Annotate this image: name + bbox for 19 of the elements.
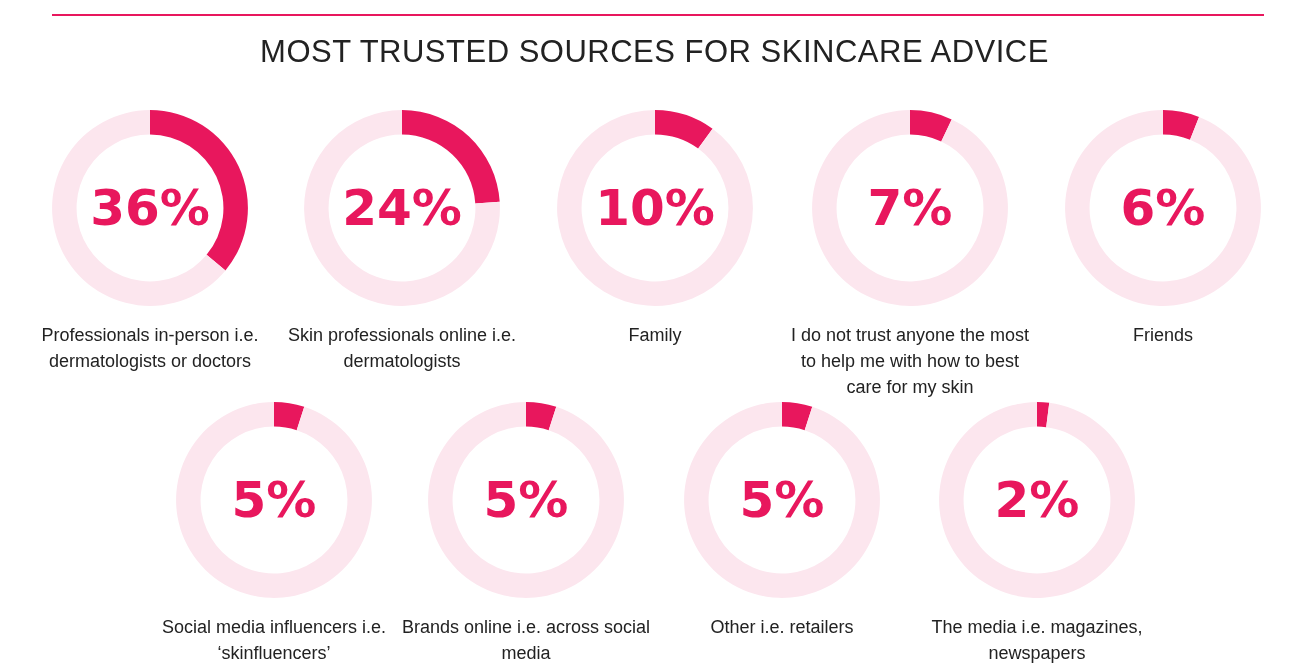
text: 10% [595, 179, 715, 237]
text: Family [627, 324, 683, 347]
text: 5% [739, 471, 825, 529]
text: 24% [342, 179, 462, 237]
text: 6% [1120, 179, 1206, 237]
text: I do not trust anyone the most to help me with how to best care for my skin [789, 324, 1031, 399]
text: Brands online i.e. across social media [401, 616, 651, 665]
text: Other i.e. retailers [709, 616, 855, 639]
text: 5% [231, 471, 317, 529]
text: Skin professionals online i.e. dermatologists [286, 324, 518, 373]
text: 5% [483, 471, 569, 529]
text: Professionals in-person i.e. dermatologists or doctors [40, 324, 260, 373]
text: 7% [867, 179, 953, 237]
text: 36% [90, 179, 210, 237]
text: Social media influencers i.e. ‘skinfluencers’ [160, 616, 388, 665]
text: The media i.e. magazines, newspapers [930, 616, 1144, 665]
text: MOST TRUSTED SOURCES FOR SKINCARE ADVICE [259, 34, 1050, 70]
text: 2% [994, 471, 1080, 529]
text: Friends [1132, 324, 1194, 347]
